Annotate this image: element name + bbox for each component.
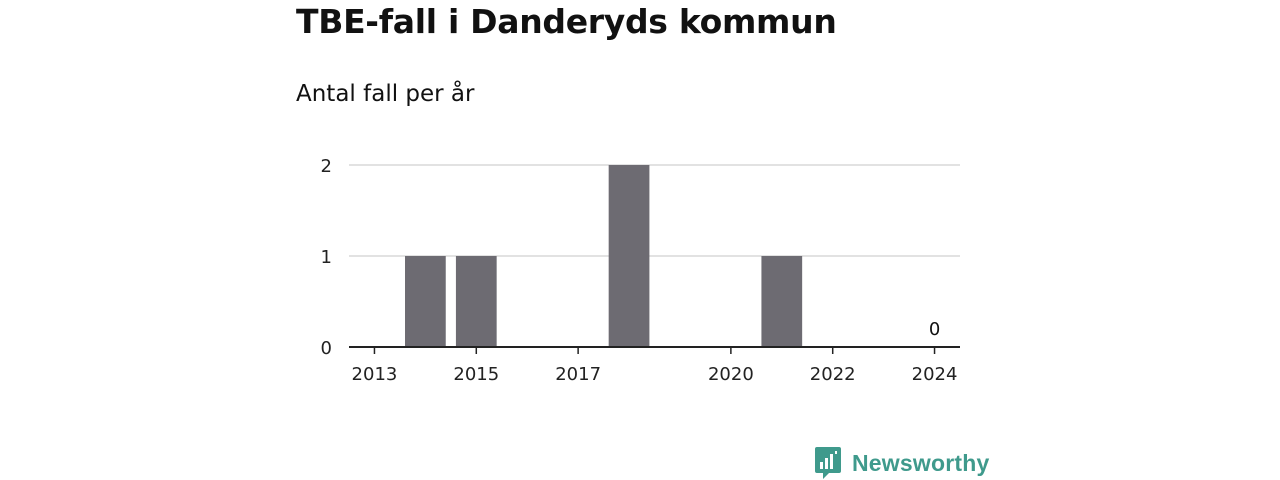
brand-name: Newsworthy	[852, 449, 990, 476]
data-label: 0	[929, 319, 940, 340]
bar	[405, 256, 446, 347]
x-tick-label: 2020	[708, 364, 754, 385]
y-tick-label: 2	[321, 156, 332, 177]
axes	[349, 346, 960, 354]
grid-lines	[349, 164, 960, 257]
bar-chart: 0 1 2 2013 2015 2017 2020 2022 2024 0	[321, 156, 960, 385]
bar	[608, 165, 650, 347]
x-tick-label: 2015	[453, 364, 499, 385]
brand-logo: Newsworthy	[814, 446, 989, 480]
chart-title: TBE-fall i Danderyds kommun	[296, 2, 837, 41]
x-tick-label: 2017	[555, 364, 601, 385]
x-tick-label: 2022	[810, 364, 856, 385]
chart-logo-icon	[815, 447, 841, 479]
x-tick-label: 2013	[352, 364, 398, 385]
y-tick-label: 1	[321, 247, 332, 268]
y-tick-label: 0	[321, 338, 332, 359]
bars	[405, 165, 803, 347]
bar	[455, 256, 497, 347]
labels: 0 1 2 2013 2015 2017 2020 2022 2024 0	[321, 156, 958, 385]
bar	[761, 256, 803, 347]
chart-subtitle: Antal fall per år	[296, 81, 475, 107]
x-tick-label: 2024	[912, 364, 958, 385]
